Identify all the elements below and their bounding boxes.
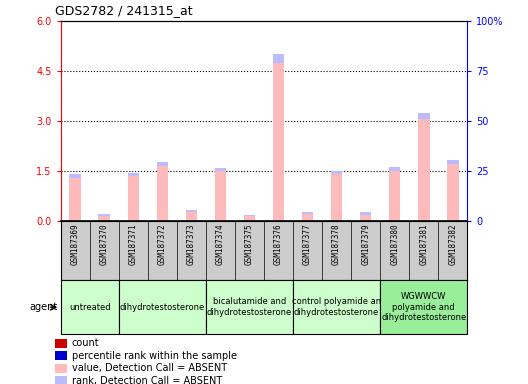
Bar	[206, 280, 293, 334]
Text: GSM187370: GSM187370	[100, 224, 109, 265]
Text: dihydrotestosterone: dihydrotestosterone	[120, 303, 205, 312]
Text: GDS2782 / 241315_at: GDS2782 / 241315_at	[55, 4, 193, 17]
Text: GSM187371: GSM187371	[129, 224, 138, 265]
Bar	[119, 280, 206, 334]
Bar	[186, 210, 197, 212]
Bar	[331, 171, 343, 174]
Bar	[55, 339, 67, 348]
Bar	[157, 162, 168, 166]
Bar	[244, 217, 256, 221]
Text: untreated: untreated	[69, 303, 110, 312]
Bar	[293, 280, 380, 334]
Bar	[157, 166, 168, 221]
Text: GSM187381: GSM187381	[419, 224, 428, 265]
Bar	[331, 174, 343, 221]
Text: count: count	[72, 338, 99, 348]
Bar	[70, 174, 81, 177]
Bar	[55, 376, 67, 384]
Text: GSM187374: GSM187374	[216, 224, 225, 265]
Bar	[418, 113, 430, 119]
Text: bicalutamide and
dihydrotestosterone: bicalutamide and dihydrotestosterone	[207, 298, 292, 317]
Bar	[99, 215, 110, 216]
Bar	[272, 63, 284, 221]
Text: WGWWCW
polyamide and
dihydrotestosterone: WGWWCW polyamide and dihydrotestosterone	[381, 292, 466, 322]
Bar	[186, 212, 197, 221]
Bar	[418, 119, 430, 221]
Text: GSM187377: GSM187377	[303, 224, 312, 265]
Bar	[214, 167, 227, 171]
Bar	[70, 177, 81, 221]
Bar	[128, 176, 139, 221]
Bar	[302, 212, 314, 214]
Bar	[389, 167, 401, 171]
Text: GSM187376: GSM187376	[274, 224, 283, 265]
Bar	[55, 364, 67, 372]
Text: GSM187369: GSM187369	[71, 224, 80, 265]
Bar	[61, 280, 119, 334]
Text: GSM187373: GSM187373	[187, 224, 196, 265]
Bar	[55, 351, 67, 360]
Bar	[447, 160, 458, 164]
Bar	[128, 172, 139, 176]
Text: control polyamide an
dihydrotestosterone: control polyamide an dihydrotestosterone	[292, 298, 381, 317]
Text: GSM187372: GSM187372	[158, 224, 167, 265]
Bar	[380, 280, 467, 334]
Text: agent: agent	[30, 302, 58, 312]
Bar	[389, 171, 401, 221]
Text: GSM187375: GSM187375	[245, 224, 254, 265]
Text: rank, Detection Call = ABSENT: rank, Detection Call = ABSENT	[72, 376, 222, 384]
Text: GSM187380: GSM187380	[390, 224, 399, 265]
Bar	[272, 55, 284, 63]
Bar	[302, 214, 314, 221]
Bar	[99, 216, 110, 221]
Text: GSM187378: GSM187378	[332, 224, 341, 265]
Text: GSM187382: GSM187382	[448, 224, 457, 265]
Text: GSM187379: GSM187379	[361, 224, 370, 265]
Text: value, Detection Call = ABSENT: value, Detection Call = ABSENT	[72, 363, 227, 373]
Bar	[360, 215, 372, 221]
Text: percentile rank within the sample: percentile rank within the sample	[72, 351, 237, 361]
Bar	[214, 171, 227, 221]
Bar	[360, 212, 372, 215]
Bar	[244, 215, 256, 217]
Bar	[447, 164, 458, 221]
